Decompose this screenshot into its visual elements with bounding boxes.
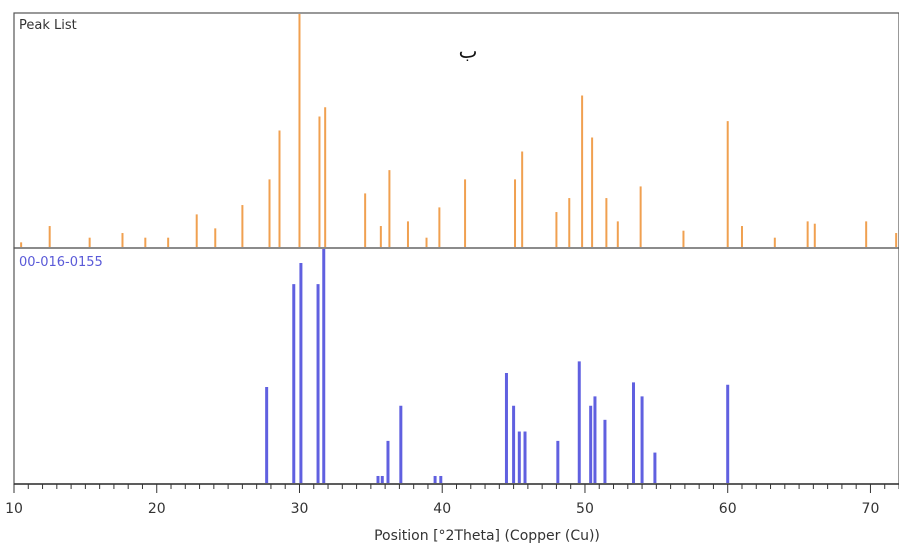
x-tick-label-20: 20	[148, 501, 166, 517]
x-tick-label-70: 70	[862, 501, 880, 517]
x-tick-label-30: 30	[291, 501, 309, 517]
x-tick-label-10: 10	[5, 501, 23, 517]
x-axis-ticks: 10 20 30 40 50 60 70	[5, 484, 899, 517]
x-axis: 10 20 30 40 50 60 70 Position [°2Theta] (Coppe…	[5, 483, 899, 544]
reference-title: 00-016-0155	[19, 255, 103, 270]
reference-series	[265, 249, 730, 483]
x-tick-label-50: 50	[576, 501, 594, 517]
x-tick-label-40: 40	[433, 501, 451, 517]
x-tick-label-60: 60	[719, 501, 737, 517]
arabic-annotation: ب	[459, 39, 478, 63]
peak-list-series	[20, 14, 898, 247]
reference-panel: 00-016-0155	[13, 247, 899, 485]
peak-list-panel: Peak List	[13, 12, 899, 249]
x-axis-label: Position [°2Theta] (Copper (Cu))	[374, 528, 600, 544]
peak-list-title: Peak List	[19, 18, 77, 33]
